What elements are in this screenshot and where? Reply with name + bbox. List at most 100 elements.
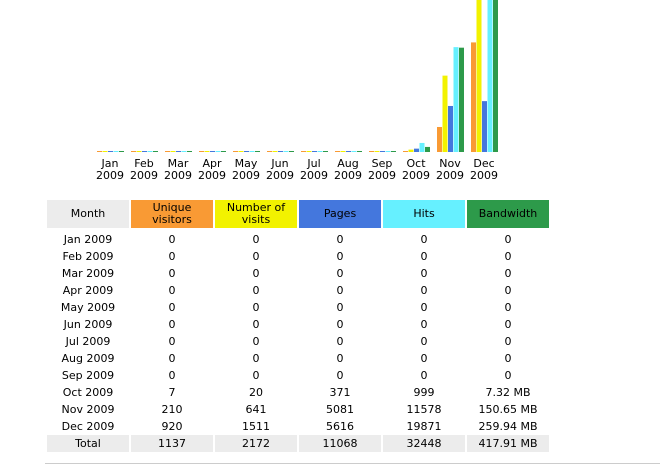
bar-hits: [113, 151, 119, 152]
x-tick-label: Apr 2009: [192, 158, 232, 182]
bar-pages: [108, 151, 113, 152]
total-cell: 11068: [299, 435, 381, 452]
bar-pages: [380, 151, 385, 152]
x-tick-label: Mar 2009: [158, 158, 198, 182]
bar-hits: [317, 151, 323, 152]
table-cell: Nov 2009: [61, 403, 115, 416]
table-cell: 0: [252, 267, 260, 280]
bar-bandwidth: [357, 151, 362, 152]
x-tick-label: Jan 2009: [90, 158, 130, 182]
x-tick-label: Dec 2009: [464, 158, 504, 182]
table-row: May 2009 0 0 0 0 0: [47, 299, 549, 316]
table-cell: Jun 2009: [63, 318, 113, 331]
x-tick-label: Feb 2009: [124, 158, 164, 182]
table-cell: 0: [504, 335, 512, 348]
bar-bandwidth: [153, 151, 158, 152]
table-cell: 0: [336, 267, 344, 280]
table-cell: 150.65 MB: [478, 403, 538, 416]
table-cell: 1511: [242, 420, 270, 433]
year: 2009: [164, 169, 192, 182]
table-row: Nov 2009 210 641 5081 11578 150.65 MB: [47, 401, 549, 418]
bar-unique-visitors: [233, 151, 238, 152]
bar-number-of-visits: [170, 151, 176, 152]
table-cell: 7.32 MB: [485, 386, 531, 399]
bar-bandwidth: [323, 151, 328, 152]
table-cell: 0: [168, 318, 176, 331]
table-cell: 0: [504, 250, 512, 263]
table-row: Sep 2009 0 0 0 0 0: [47, 367, 549, 384]
month: Jun: [271, 157, 289, 170]
table-cell: 0: [420, 318, 428, 331]
bar-pages: [448, 105, 453, 152]
bar-bandwidth: [425, 146, 430, 152]
table-row: Jan 2009 0 0 0 0 0: [47, 231, 549, 248]
bar-unique-visitors: [199, 151, 204, 152]
bar-hits: [453, 47, 459, 152]
bar-unique-visitors: [369, 151, 374, 152]
month: Jan: [101, 157, 119, 170]
bar-number-of-visits: [102, 151, 108, 152]
bar-unique-visitors: [471, 42, 476, 153]
bar-number-of-visits: [442, 75, 448, 152]
table-cell: 259.94 MB: [478, 420, 538, 433]
year: 2009: [368, 169, 396, 182]
bar-hits: [487, 0, 493, 152]
table-cell: 0: [252, 250, 260, 263]
table-cell: Sep 2009: [61, 369, 115, 382]
bar-bandwidth: [255, 151, 260, 152]
month: Sep: [371, 157, 393, 170]
table-cell: 0: [168, 284, 176, 297]
month: Apr: [202, 157, 222, 170]
bar-number-of-visits: [476, 0, 482, 152]
bar-number-of-visits: [272, 151, 278, 152]
table-cell: 0: [336, 369, 344, 382]
table-cell: 0: [252, 335, 260, 348]
x-tick-label: Nov 2009: [430, 158, 470, 182]
bar-number-of-visits: [408, 149, 414, 152]
x-tick-label: Jul 2009: [294, 158, 334, 182]
table-row: Jul 2009 0 0 0 0 0: [47, 333, 549, 350]
table-cell: 5616: [326, 420, 354, 433]
bar-pages: [244, 151, 249, 152]
table-cell: Feb 2009: [62, 250, 114, 263]
header-pages: Pages: [299, 200, 381, 228]
header-visits: Number of visits: [215, 200, 297, 228]
bar-bandwidth: [493, 0, 498, 152]
table-cell: 0: [168, 250, 176, 263]
table-cell: 0: [252, 284, 260, 297]
table-row: Aug 2009 0 0 0 0 0: [47, 350, 549, 367]
table-cell: 0: [420, 267, 428, 280]
table-cell: Jan 2009: [63, 233, 113, 246]
table-cell: 0: [420, 233, 428, 246]
table-cell: 920: [161, 420, 183, 433]
table-cell: 20: [249, 386, 263, 399]
year: 2009: [266, 169, 294, 182]
year: 2009: [402, 169, 430, 182]
table-cell: 0: [168, 369, 176, 382]
total-cell: 417.91 MB: [467, 435, 549, 452]
table-cell: 0: [420, 250, 428, 263]
bar-number-of-visits: [204, 151, 210, 152]
table-cell: 0: [336, 318, 344, 331]
table-cell: 0: [252, 352, 260, 365]
bar-unique-visitors: [131, 151, 136, 152]
x-tick-label: Sep 2009: [362, 158, 402, 182]
table-cell: Aug 2009: [61, 352, 115, 365]
bar-hits: [181, 151, 187, 152]
year: 2009: [300, 169, 328, 182]
table-row: Dec 2009 920 1511 5616 19871 259.94 MB: [47, 418, 549, 435]
bar-number-of-visits: [238, 151, 244, 152]
bar-hits: [147, 151, 153, 152]
table-cell: May 2009: [60, 301, 116, 314]
bar-pages: [346, 151, 351, 152]
total-cell: Total: [47, 435, 129, 452]
bar-bandwidth: [289, 151, 294, 152]
table-cell: 0: [504, 318, 512, 331]
table-cell: 0: [168, 352, 176, 365]
month: May: [234, 157, 258, 170]
table-cell: 0: [420, 284, 428, 297]
monthly-history-table: Month Unique visitors Number of visits P…: [45, 200, 551, 452]
table-cell: Dec 2009: [61, 420, 115, 433]
month: Jul: [307, 157, 321, 170]
total-cell: 32448: [383, 435, 465, 452]
